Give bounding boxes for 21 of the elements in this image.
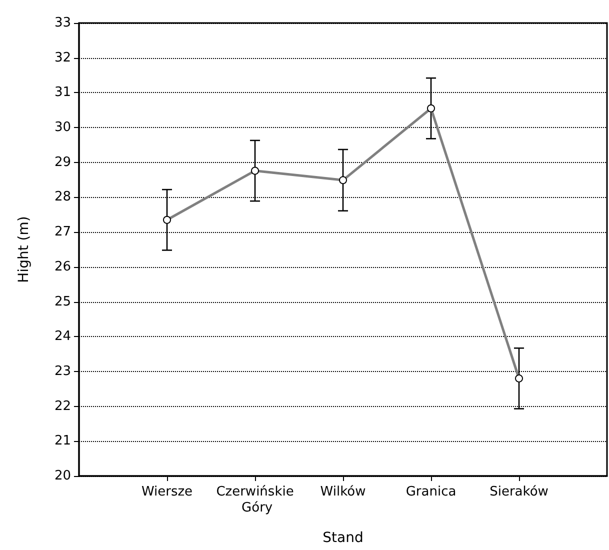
y-tick-label: 24 — [54, 329, 71, 344]
y-tick-label: 27 — [54, 224, 71, 240]
y-tick-label: 22 — [54, 398, 71, 414]
y-tick-label: 33 — [54, 16, 71, 30]
y-tick-label: 28 — [54, 190, 71, 205]
y-tick-label: 31 — [54, 85, 71, 100]
y-axis-title: Hight (m) — [16, 216, 32, 283]
y-tick-label: 32 — [54, 50, 71, 66]
y-tick-label: 21 — [54, 434, 71, 449]
y-tick-label: 30 — [54, 120, 71, 136]
x-tick-label: Czerwińskie Góry — [216, 484, 294, 516]
x-tick-label: Wilków — [320, 484, 366, 500]
y-tick-label: 29 — [54, 154, 71, 170]
y-tick-label: 26 — [54, 259, 71, 274]
y-tick-label: 20 — [54, 468, 71, 484]
x-tick-label: Granica — [406, 484, 456, 500]
x-axis-title: Stand — [322, 530, 364, 546]
y-tick-label: 25 — [54, 294, 71, 310]
x-tick-label: Wiersze — [141, 484, 193, 500]
y-tick-label: 23 — [54, 364, 71, 379]
x-tick-label: Sieraków — [490, 484, 549, 500]
